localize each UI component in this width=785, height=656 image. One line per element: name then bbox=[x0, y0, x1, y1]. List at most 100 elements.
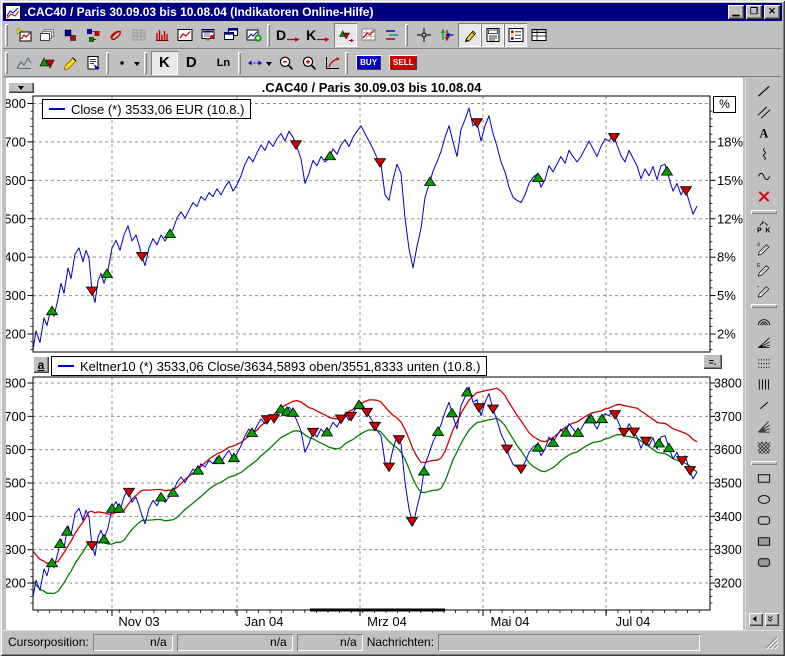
wave-tool-button[interactable] bbox=[750, 166, 778, 185]
retracement-lines-button[interactable] bbox=[750, 354, 778, 373]
parallel-lines-button[interactable] bbox=[750, 103, 778, 122]
indicator-settings-button[interactable]: =. bbox=[703, 354, 722, 369]
rectangle-button[interactable] bbox=[750, 469, 778, 488]
chart-grid-button[interactable] bbox=[357, 23, 380, 47]
new-analysis-button[interactable] bbox=[242, 23, 265, 47]
keltner-lower-band bbox=[32, 417, 698, 595]
close-legend[interactable]: Close (*) 3533,06 EUR (10.8.) bbox=[42, 99, 252, 119]
buy-marker-button[interactable]: BUY bbox=[352, 51, 385, 75]
buy-signal-marker bbox=[97, 533, 111, 544]
fibonacci-arcs-button[interactable] bbox=[750, 312, 778, 331]
minimize-button[interactable]: ▁ bbox=[728, 5, 744, 19]
crosshair-button[interactable] bbox=[412, 23, 435, 47]
pencil-minus-button[interactable]: - bbox=[750, 281, 778, 300]
symbol-list-button[interactable] bbox=[58, 23, 81, 47]
pages-icon bbox=[39, 28, 54, 41]
signal-triangles-button[interactable] bbox=[334, 22, 358, 47]
resize-grip[interactable] bbox=[765, 636, 778, 649]
signal-markers-button[interactable] bbox=[35, 51, 58, 75]
chart-toolbar: K D Ln BUY SELL bbox=[3, 49, 782, 77]
pencil-e-button[interactable]: E bbox=[750, 260, 778, 279]
svg-text:15%: 15% bbox=[717, 173, 743, 188]
zoom-in-button[interactable] bbox=[297, 51, 320, 75]
daily-period-label: D bbox=[276, 26, 287, 43]
zigzag-button[interactable] bbox=[12, 51, 35, 75]
svg-text:3400: 3400 bbox=[6, 250, 26, 265]
trend-line-button[interactable] bbox=[750, 82, 778, 101]
bar-width-button[interactable] bbox=[245, 51, 274, 75]
squiggle-icon bbox=[763, 147, 766, 161]
portfolio-button[interactable] bbox=[81, 23, 104, 47]
copy-chart-button[interactable] bbox=[35, 23, 58, 47]
candle-period-button[interactable]: K bbox=[304, 23, 334, 47]
buy-signal-marker bbox=[191, 464, 205, 475]
red-x-icon bbox=[758, 191, 770, 202]
data-grid-button bbox=[127, 23, 150, 47]
chart-properties-button[interactable] bbox=[81, 51, 104, 75]
chart-title: .CAC40 / Paris 30.09.03 bis 10.08.04 bbox=[261, 80, 482, 95]
candle-period-label: K bbox=[306, 26, 317, 43]
quote-table-button[interactable] bbox=[527, 23, 550, 47]
draw-pen-button[interactable] bbox=[58, 51, 81, 75]
svg-text:Δ: Δ bbox=[757, 242, 760, 247]
visible-range-bar[interactable] bbox=[310, 608, 445, 612]
buy-signal-marker bbox=[546, 437, 560, 447]
chart-canvas[interactable]: 3800 3700 3600 3500 3400 3300 3200 18% 15% 12% 8% 5… bbox=[6, 78, 743, 630]
legend-list-button[interactable] bbox=[504, 22, 528, 47]
maximize-button[interactable]: ❐ bbox=[746, 5, 762, 19]
scroll-more-button[interactable] bbox=[765, 613, 779, 626]
freehand-button[interactable] bbox=[750, 145, 778, 164]
close-button[interactable]: ✕ bbox=[764, 5, 780, 19]
zoom-out-button[interactable] bbox=[274, 51, 297, 75]
shift-scale-button[interactable] bbox=[320, 51, 343, 75]
buy-signal-marker bbox=[423, 176, 437, 186]
edit-study-button[interactable] bbox=[104, 23, 127, 47]
cursor-x-field: n/a bbox=[92, 633, 173, 651]
short-line-button[interactable] bbox=[750, 396, 778, 415]
daily-period-button[interactable]: D bbox=[274, 23, 304, 47]
titlebar[interactable]: .CAC40 / Paris 30.09.03 bis 10.08.04 (In… bbox=[3, 3, 782, 21]
red-arrow-icon bbox=[287, 36, 300, 42]
cascade-windows-button[interactable] bbox=[219, 23, 242, 47]
grid-pattern-button[interactable] bbox=[750, 438, 778, 457]
presentation-button[interactable] bbox=[196, 23, 219, 47]
line-mode-button[interactable]: D bbox=[178, 51, 205, 75]
volume-histogram-button[interactable] bbox=[150, 23, 173, 47]
line-style-button[interactable] bbox=[113, 51, 142, 75]
gann-fan-button[interactable] bbox=[750, 417, 778, 436]
time-zones-button[interactable] bbox=[750, 375, 778, 394]
pane-menu-button[interactable] bbox=[8, 82, 34, 93]
keltner-legend[interactable]: Keltner10 (*) 3533,06 Close/3634,5893 ob… bbox=[51, 356, 488, 376]
filled-rounded-rect-button[interactable] bbox=[750, 553, 778, 572]
auto-scale-button[interactable]: a bbox=[33, 356, 49, 373]
delete-drawing-button[interactable] bbox=[750, 187, 778, 206]
sell-marker-button[interactable]: SELL bbox=[385, 51, 421, 75]
svg-text:3600: 3600 bbox=[6, 173, 26, 188]
scroll-left-button[interactable] bbox=[749, 613, 763, 626]
sell-signal-marker bbox=[514, 464, 528, 475]
draw-mode-button[interactable] bbox=[458, 22, 482, 47]
new-chart-button[interactable] bbox=[12, 23, 35, 47]
pencil-delta-button[interactable]: Δ bbox=[750, 239, 778, 258]
percent-scale-box[interactable]: % bbox=[713, 96, 736, 113]
ellipse-button[interactable] bbox=[750, 490, 778, 509]
close-line-sample bbox=[49, 108, 65, 110]
line-chart-button[interactable] bbox=[173, 23, 196, 47]
buy-signal-marker bbox=[595, 413, 609, 424]
candlestick-mode-button[interactable]: K bbox=[151, 50, 178, 75]
sell-signal-marker bbox=[617, 427, 631, 438]
annotation-button[interactable] bbox=[481, 22, 505, 47]
rounded-rect-button[interactable] bbox=[750, 511, 778, 530]
trade-arrows-button[interactable] bbox=[435, 23, 458, 47]
filled-rect-button[interactable] bbox=[750, 532, 778, 551]
fibonacci-fan-button[interactable] bbox=[750, 333, 778, 352]
text-tool-button[interactable]: A bbox=[750, 124, 778, 143]
toolbar-grip bbox=[405, 23, 409, 46]
svg-text:Jan 04: Jan 04 bbox=[244, 614, 283, 629]
sell-signal-marker bbox=[472, 403, 486, 413]
support-levels-button[interactable] bbox=[380, 23, 403, 47]
yellow-pen-icon bbox=[63, 56, 77, 70]
log-scale-button[interactable]: Ln bbox=[205, 51, 236, 75]
